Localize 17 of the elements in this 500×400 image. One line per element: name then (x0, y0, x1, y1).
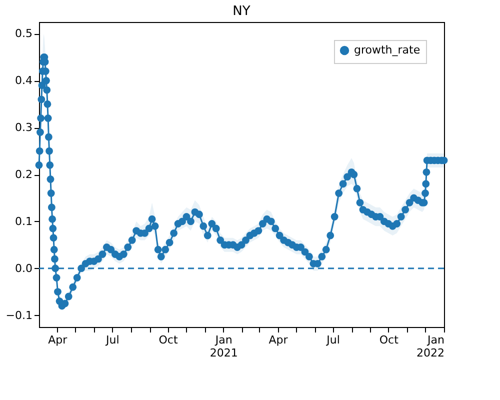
x-tick-label: Apr (48, 334, 68, 346)
x-tick-label: Oct (379, 334, 400, 346)
y-tick-label: 0.1 (15, 214, 32, 228)
y-tick-label: 0.5 (15, 27, 32, 40)
legend-label: growth_rate (354, 44, 420, 56)
x-tick-label: Jul (105, 334, 120, 346)
x-tick-label: Oct (158, 334, 178, 346)
chart-title: NY (232, 4, 250, 19)
y-tick-label: 0.4 (15, 74, 32, 88)
y-tick-label: 0.0 (15, 262, 32, 275)
x-tick-label: Jul (326, 334, 340, 346)
x-tick-label: Jan 2021 (210, 334, 238, 360)
y-tick-label: 0.3 (15, 121, 32, 134)
x-tick-label: Jan 2022 (416, 334, 445, 360)
y-tick-label: 0.2 (15, 168, 32, 181)
y-tick-label: −0.1 (6, 308, 32, 322)
x-tick-label: Apr (268, 334, 288, 346)
